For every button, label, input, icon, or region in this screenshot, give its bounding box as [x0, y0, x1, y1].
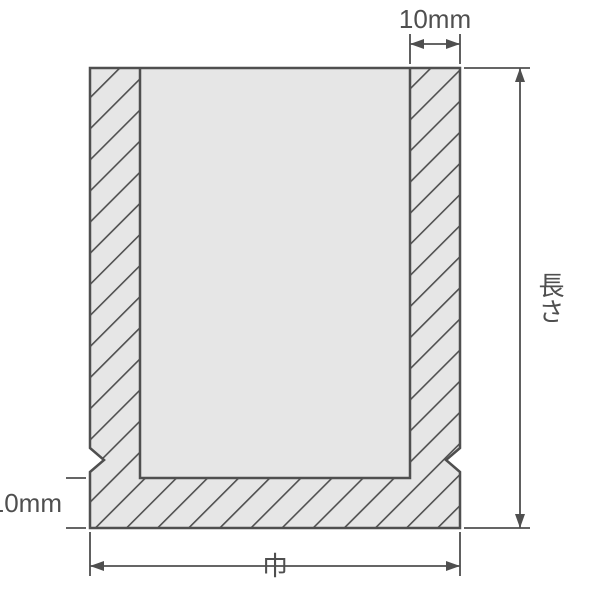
label-bottom-margin: 10mm: [0, 488, 62, 518]
label-width: 巾: [262, 551, 288, 581]
label-length: 長さ: [535, 272, 565, 324]
bag-diagram: [88, 66, 462, 530]
label-top-margin: 10mm: [399, 4, 471, 34]
bag-body: [90, 68, 460, 528]
